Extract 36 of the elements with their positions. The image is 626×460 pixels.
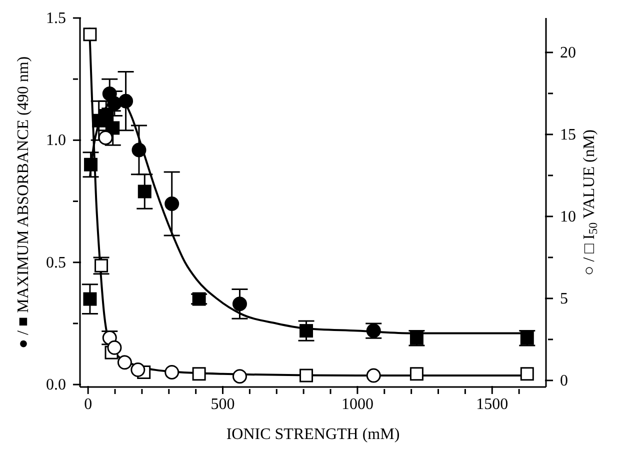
point	[118, 94, 134, 108]
x-tick-label: 1500	[476, 396, 508, 413]
y-tick-label: 0.0	[46, 376, 66, 394]
y2-tick-label: 5	[560, 290, 568, 308]
x-tick-label: 0	[84, 396, 92, 413]
point	[164, 364, 180, 380]
point	[192, 367, 206, 381]
point	[117, 355, 132, 370]
point	[300, 368, 314, 382]
x-tick-label: 1000	[341, 396, 374, 413]
point	[232, 296, 247, 312]
x-tick-label: 500	[210, 396, 235, 413]
y2-tick-label: 20	[560, 44, 576, 62]
point	[98, 130, 113, 145]
point	[83, 28, 97, 42]
y2-tick-label: 0	[560, 372, 568, 390]
point	[84, 158, 98, 172]
y-axis-title: ● / ■ MAXIMUM ABSORBANCE (490 nm)	[15, 56, 32, 349]
y-tick-label: 1.5	[46, 10, 66, 27]
point	[164, 196, 180, 211]
point	[366, 368, 381, 383]
x-axis-title: IONIC STRENGTH (mM)	[226, 426, 400, 443]
point	[410, 367, 424, 381]
y2-tick-label: 10	[560, 208, 576, 226]
point	[83, 292, 97, 306]
point	[232, 369, 247, 384]
point	[138, 184, 152, 198]
point	[130, 362, 146, 378]
point	[132, 142, 146, 158]
y-tick-label: 0.5	[46, 254, 66, 272]
point	[300, 324, 314, 338]
y2-tick-label: 15	[560, 126, 576, 144]
y-tick-label: 1.0	[46, 132, 66, 150]
point	[520, 367, 534, 381]
point	[107, 340, 122, 355]
point	[107, 96, 122, 111]
